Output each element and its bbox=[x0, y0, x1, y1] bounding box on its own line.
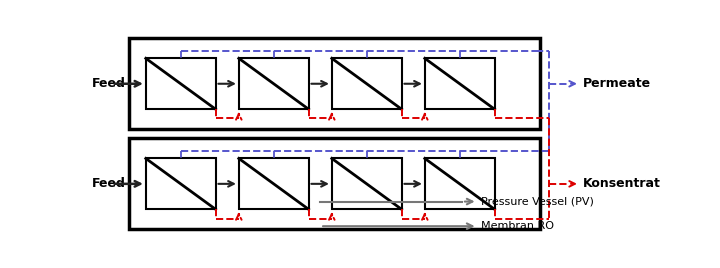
Text: Feed: Feed bbox=[91, 177, 125, 190]
Bar bbox=[332, 58, 402, 109]
Text: Permeate: Permeate bbox=[583, 77, 651, 90]
Bar bbox=[145, 158, 215, 209]
Text: Konsentrat: Konsentrat bbox=[583, 177, 661, 190]
Bar bbox=[129, 38, 539, 129]
Text: Feed: Feed bbox=[91, 77, 125, 90]
Text: Membran RO: Membran RO bbox=[481, 221, 554, 231]
Bar bbox=[425, 158, 495, 209]
Bar bbox=[332, 158, 402, 209]
Bar bbox=[425, 58, 495, 109]
Bar bbox=[239, 58, 309, 109]
Bar bbox=[145, 58, 215, 109]
Bar bbox=[239, 158, 309, 209]
Text: Pressure Vessel (PV): Pressure Vessel (PV) bbox=[481, 196, 593, 207]
Bar bbox=[129, 138, 539, 229]
